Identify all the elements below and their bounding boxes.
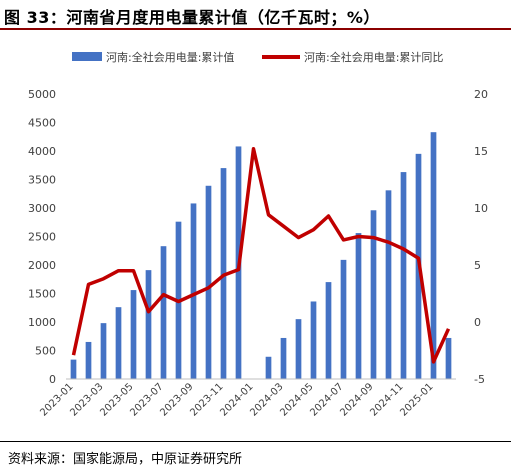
legend-bar-label: 河南:全社会用电量:累计值 — [106, 50, 234, 64]
left-tick-label: 4500 — [28, 117, 56, 130]
footer-divider — [0, 441, 511, 442]
x-axis-ticks: 2023-012023-032023-052023-072023-092023-… — [38, 381, 435, 418]
legend-line-label: 河南:全社会用电量:累计同比 — [304, 50, 443, 64]
bar — [295, 319, 302, 379]
title-bar: 图 33：河南省月度用电量累计值（亿千瓦时；%） — [0, 0, 511, 30]
right-tick-label: -5 — [474, 373, 485, 386]
yoy-line — [71, 146, 451, 364]
left-tick-label: 1000 — [28, 316, 56, 329]
legend: 河南:全社会用电量:累计值 河南:全社会用电量:累计同比 — [72, 50, 443, 64]
left-tick-label: 1500 — [28, 288, 56, 301]
bar — [370, 210, 377, 379]
chart: 河南:全社会用电量:累计值 河南:全社会用电量:累计同比 05001000150… — [28, 50, 488, 419]
left-tick-label: 2000 — [28, 259, 56, 272]
bar — [280, 337, 287, 379]
bar — [190, 203, 197, 379]
bar — [100, 323, 107, 379]
bar — [445, 337, 452, 379]
bar — [430, 132, 437, 379]
right-tick-label: 10 — [474, 202, 488, 215]
right-tick-label: 0 — [474, 316, 481, 329]
bar — [310, 301, 317, 379]
left-tick-label: 500 — [35, 345, 56, 358]
bar — [205, 185, 212, 379]
right-tick-label: 5 — [474, 259, 481, 272]
right-tick-label: 20 — [474, 88, 488, 101]
bar — [115, 307, 122, 379]
left-tick-label: 4000 — [28, 145, 56, 158]
bar — [85, 341, 92, 379]
bar — [340, 259, 347, 379]
bar — [265, 356, 272, 379]
source-note: 资料来源：国家能源局，中原证券研究所 — [8, 452, 243, 467]
bar — [355, 233, 362, 379]
bars — [70, 132, 452, 379]
left-tick-label: 3500 — [28, 174, 56, 187]
chart-title: 图 33：河南省月度用电量累计值（亿千瓦时；%） — [4, 8, 380, 27]
bar — [130, 290, 137, 379]
bar — [145, 270, 152, 379]
bar — [70, 359, 77, 379]
bar — [160, 246, 167, 379]
left-tick-label: 0 — [49, 373, 56, 386]
bar — [325, 282, 332, 379]
left-axis-ticks: 0 500 1000 1500 2000 2500 3000 3500 4000 4500 5000 — [28, 88, 56, 386]
left-tick-label: 2500 — [28, 231, 56, 244]
bar — [385, 190, 392, 379]
bar — [400, 172, 407, 379]
x-tick-label: 2025-01 — [398, 381, 435, 418]
left-tick-label: 3000 — [28, 202, 56, 215]
right-tick-label: 15 — [474, 145, 488, 158]
left-tick-label: 5000 — [28, 88, 56, 101]
right-axis-ticks: -5 0 5 10 15 20 — [474, 88, 488, 386]
legend-bar-swatch — [72, 52, 102, 61]
